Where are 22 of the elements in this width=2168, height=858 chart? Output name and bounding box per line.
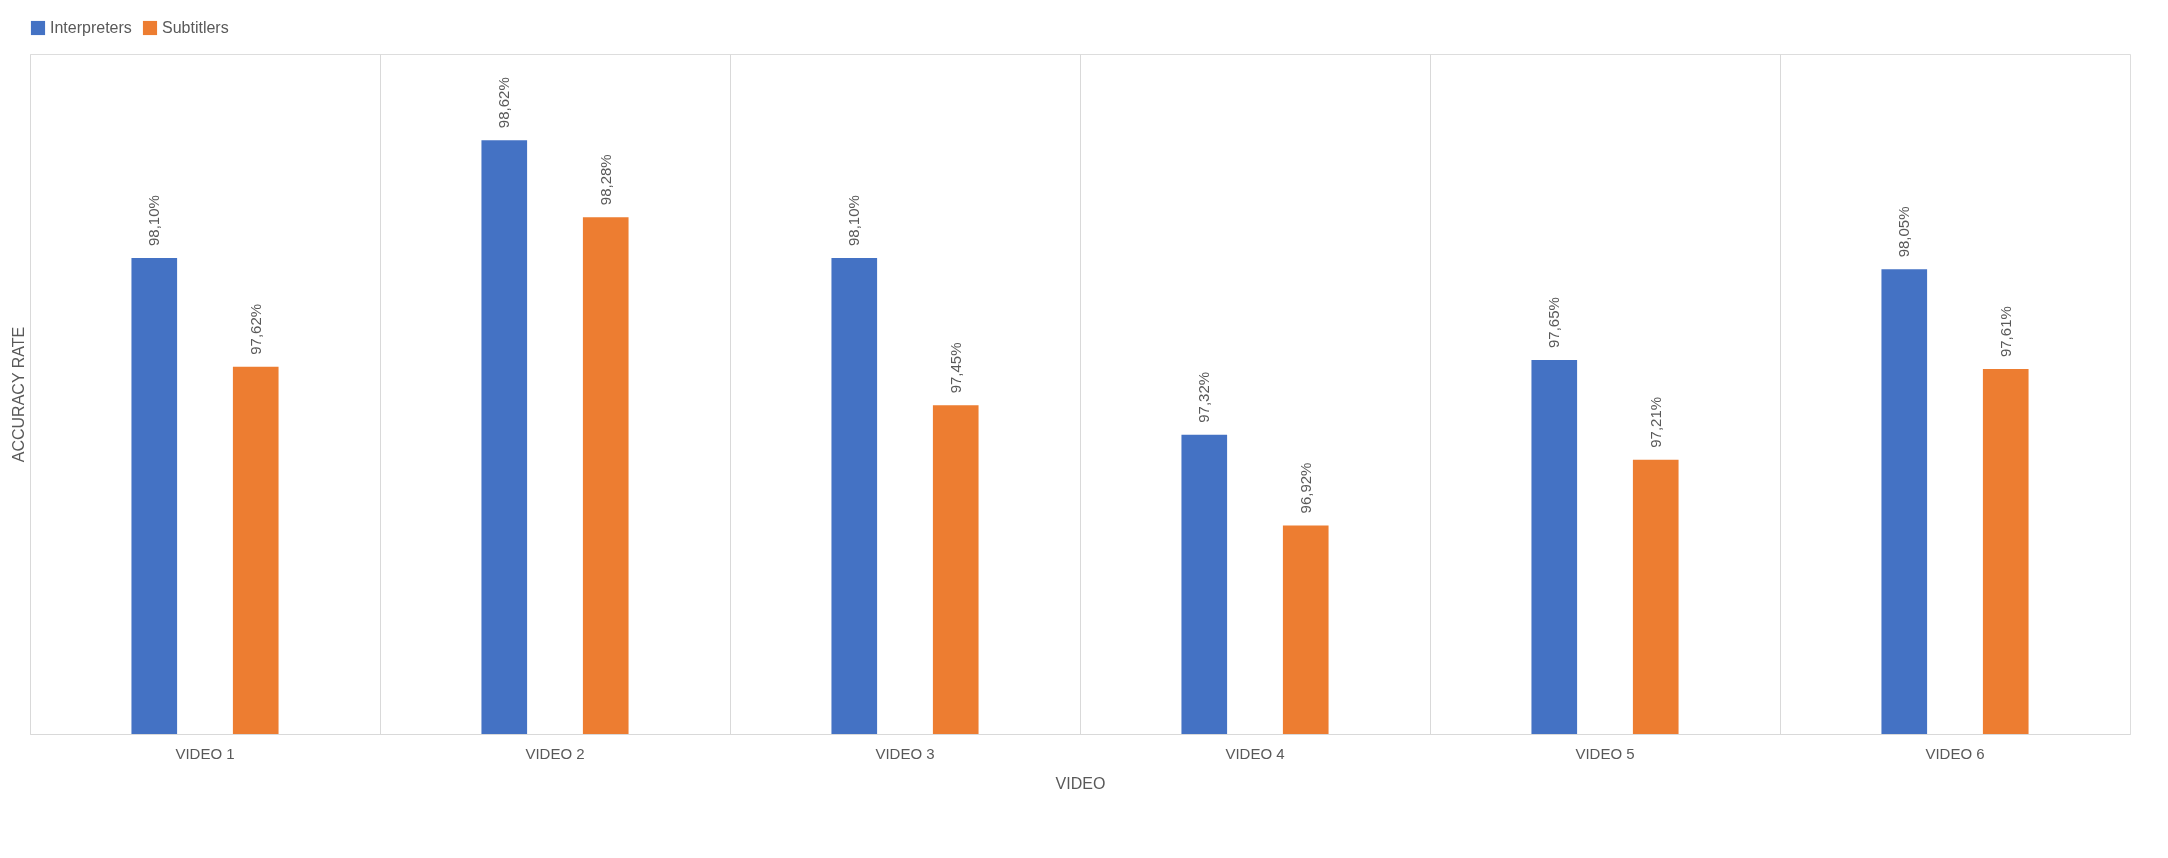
legend-label: Interpreters (50, 19, 132, 36)
data-label: 98,28% (596, 154, 614, 206)
x-tick-label: VIDEO 1 (175, 744, 235, 762)
data-label: 98,05% (1895, 206, 1913, 258)
data-label: 96,92% (1296, 462, 1314, 514)
data-label: 97,65% (1545, 297, 1563, 348)
data-label: 97,21% (1646, 396, 1664, 448)
data-label: 97,61% (1996, 306, 2014, 358)
data-label: 98,62% (495, 77, 513, 129)
legend-label: Subtitlers (162, 19, 229, 36)
data-label: 97,32% (1195, 371, 1213, 423)
data-label: 98,10% (145, 195, 163, 246)
data-label: 97,45% (946, 342, 964, 394)
x-tick-label: VIDEO 2 (525, 744, 585, 762)
x-tick-label: VIDEO 4 (1225, 744, 1285, 762)
x-axis-title: VIDEO (1055, 774, 1106, 792)
x-tick-label: VIDEO 3 (875, 744, 935, 762)
y-axis-title: ACCURACY RATE (9, 326, 27, 463)
data-label: 97,62% (246, 303, 264, 355)
x-tick-label: VIDEO 5 (1575, 744, 1635, 762)
data-label: 98,10% (845, 195, 863, 246)
x-tick-label: VIDEO 6 (1925, 744, 1985, 762)
